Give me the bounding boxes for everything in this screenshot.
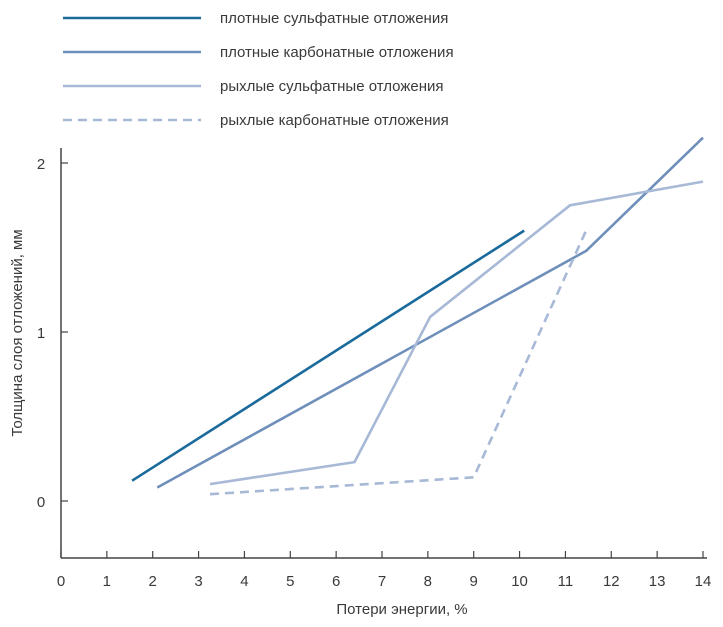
y-ticks: 0 1 2 (37, 156, 68, 511)
x-ticks: 0 1 2 3 4 5 6 7 8 9 10 11 12 13 14 (57, 551, 712, 590)
legend: плотные сульфатные отложения плотные карб… (63, 10, 454, 129)
y-axis-title: Толщина слоя отложений, мм (9, 229, 26, 436)
axes: 0 1 2 3 4 5 6 7 8 9 10 11 12 13 14 012 (37, 148, 712, 590)
x-tick-label: 13 (649, 573, 666, 590)
x-tick-label: 1 (103, 573, 111, 590)
x-tick-label: 2 (149, 573, 157, 590)
series-line-2 (156, 136, 704, 489)
x-tick-label: 3 (194, 573, 202, 590)
series-line-1 (131, 229, 525, 482)
x-tick-label: 8 (424, 573, 432, 590)
x-tick-label: 9 (470, 573, 478, 590)
y-tick-label: 0 (37, 494, 45, 511)
x-axis-title: Потери энергии, % (336, 601, 467, 618)
x-tick-label: 0 (57, 573, 65, 590)
y-tick-label: 1 (37, 325, 45, 342)
x-tick-label: 14 (695, 573, 712, 590)
legend-label-1: плотные сульфатные отложения (220, 10, 448, 27)
legend-label-4: рыхлые карбонатные отложения (220, 112, 449, 129)
x-tick-label: 4 (240, 573, 248, 590)
series-line-3 (209, 180, 704, 486)
y-tick-label: 2 (37, 156, 45, 173)
x-tick-label: 7 (378, 573, 386, 590)
series-layer (131, 136, 704, 496)
legend-label-2: плотные карбонатные отложения (220, 44, 454, 61)
series-line-4 (209, 230, 588, 496)
x-tick-label: 5 (286, 573, 294, 590)
x-tick-label: 6 (332, 573, 340, 590)
legend-label-3: рыхлые сульфатные отложения (220, 78, 444, 95)
x-tick-label: 12 (603, 573, 620, 590)
x-tick-label: 11 (558, 573, 574, 590)
x-tick-label: 10 (511, 573, 528, 590)
